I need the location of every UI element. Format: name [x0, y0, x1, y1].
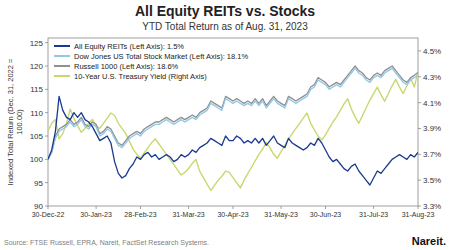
y-tick: [45, 206, 48, 207]
y2-tick-label: 3.7%: [423, 150, 441, 159]
x-tick: [281, 206, 282, 209]
y2-tick: [418, 154, 421, 155]
plot-frame: [48, 38, 418, 206]
subtitle: YTD Total Return as of Aug. 31, 2023: [142, 21, 308, 32]
x-tick: [96, 206, 97, 209]
x-tick: [140, 206, 141, 209]
legend-swatch: [54, 75, 70, 77]
legend-label: 10-Year U.S. Treasury Yield (Right Axis): [74, 72, 207, 81]
y-tick: [45, 42, 48, 43]
y2-tick: [418, 128, 421, 129]
y2-tick-label: 4.3%: [423, 73, 441, 82]
background: [0, 0, 450, 250]
y-tick: [45, 66, 48, 67]
y2-tick: [418, 206, 421, 207]
y2-tick-label: 3.5%: [423, 176, 441, 185]
y-axis-label-line: 100.00): [15, 109, 24, 135]
x-tick-label: 31-Mar-23: [172, 211, 204, 218]
x-tick-label: 31-May-23: [264, 211, 298, 219]
x-tick: [418, 206, 419, 209]
y2-tick: [418, 180, 421, 181]
legend-label: Russell 1000 (Left Axis): 18.6%: [74, 62, 179, 71]
x-tick: [325, 206, 326, 209]
legend-swatch: [54, 45, 70, 47]
y-tick-label: 125: [30, 39, 44, 48]
x-tick-label: 30-Dec-22: [32, 211, 65, 218]
series-line: [48, 66, 418, 159]
y-axis-label: Indexed Total Return (Dec. 31, 2022 =100…: [6, 58, 24, 185]
legend-label: All Equity REITs (Left Axis): 1.5%: [74, 42, 184, 51]
x-tick-label: 31-Aug-23: [402, 211, 435, 219]
y-tick: [45, 136, 48, 137]
x-tick: [373, 206, 374, 209]
y-tick-label: 90: [34, 202, 43, 211]
y-tick-label: 100: [30, 155, 44, 164]
x-tick-label: 30-Jan-23: [80, 211, 112, 218]
chart: All Equity REITs vs. Stocks YTD Total Ret…: [0, 0, 450, 250]
source: Source: FTSE Russell, EPRA, Nareit, Fact…: [4, 239, 209, 247]
annotation: Nareit.: [412, 235, 446, 247]
x-tick: [233, 206, 234, 209]
legend: All Equity REITs (Left Axis): 1.5%Dow Jo…: [54, 42, 248, 81]
y-tick: [45, 159, 48, 160]
y-axis-label-line: Indexed Total Return (Dec. 31, 2022 =: [6, 58, 15, 185]
title: All Equity REITs vs. Stocks: [135, 3, 315, 19]
x-tick-label: 30-Jun-23: [310, 211, 342, 218]
series-line: [48, 68, 418, 159]
x-tick-label: 30-Apr-23: [217, 211, 248, 219]
legend-label: Dow Jones US Total Stock Market (Left Ax…: [74, 52, 248, 61]
y-tick-label: 105: [30, 132, 44, 141]
y-tick: [45, 182, 48, 183]
y-tick: [45, 89, 48, 90]
y2-tick-label: 4.5%: [423, 47, 441, 56]
y-tick-label: 115: [30, 85, 43, 94]
plot-area: [48, 66, 418, 190]
x-tick-label: 31-Jul-23: [359, 211, 388, 218]
legend-swatch: [54, 65, 70, 67]
y-tick-label: 120: [30, 62, 44, 71]
y2-tick-label: 3.3%: [423, 202, 441, 211]
y-tick-label: 110: [30, 109, 43, 118]
x-tick-label: 28-Feb-23: [124, 211, 156, 218]
y2-tick: [418, 50, 421, 51]
y-tick-label: 95: [34, 179, 43, 188]
x-tick: [48, 206, 49, 209]
y2-tick: [418, 102, 421, 103]
y2-tick-label: 4.1%: [423, 99, 441, 108]
y2-tick-label: 3.9%: [423, 124, 441, 133]
y-tick: [45, 112, 48, 113]
series-line: [48, 96, 418, 185]
legend-swatch: [54, 55, 70, 57]
y2-tick: [418, 76, 421, 77]
x-tick: [188, 206, 189, 209]
